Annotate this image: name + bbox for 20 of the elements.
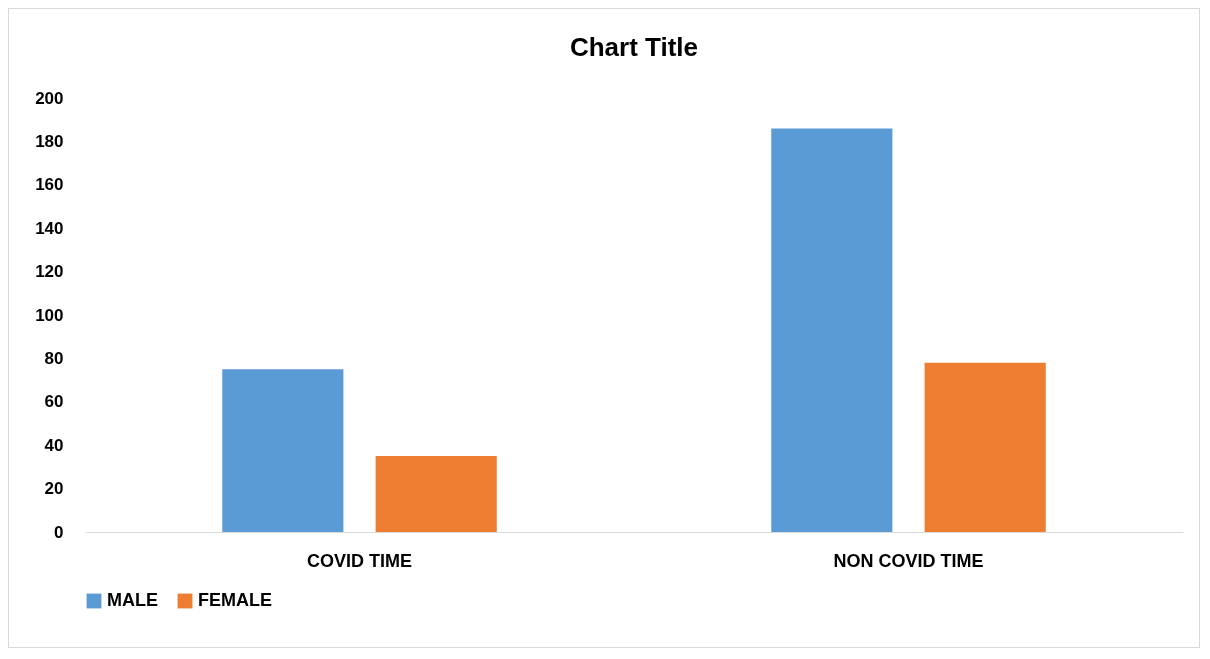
y-tick-label: 0 <box>54 522 64 542</box>
y-tick-label: 180 <box>35 131 64 151</box>
y-tick-label: 60 <box>44 392 64 412</box>
y-tick-label: 100 <box>35 305 64 325</box>
bar <box>924 362 1046 532</box>
x-tick-label: COVID TIME <box>306 550 413 571</box>
y-tick-label: 40 <box>44 435 64 455</box>
y-tick-label: 200 <box>35 88 64 108</box>
y-tick-label: 160 <box>35 175 64 195</box>
bar <box>375 456 497 532</box>
x-tick-label: NON COVID TIME <box>833 550 984 571</box>
bar <box>222 369 344 532</box>
y-tick-label: 120 <box>35 262 64 282</box>
y-tick-label: 20 <box>44 479 64 499</box>
legend-label: FEMALE <box>198 590 272 610</box>
y-tick-label: 80 <box>44 348 64 368</box>
bar <box>771 128 893 532</box>
chart-title: Chart Title <box>569 32 699 62</box>
y-tick-label: 140 <box>35 218 64 238</box>
legend-label: MALE <box>107 590 158 610</box>
